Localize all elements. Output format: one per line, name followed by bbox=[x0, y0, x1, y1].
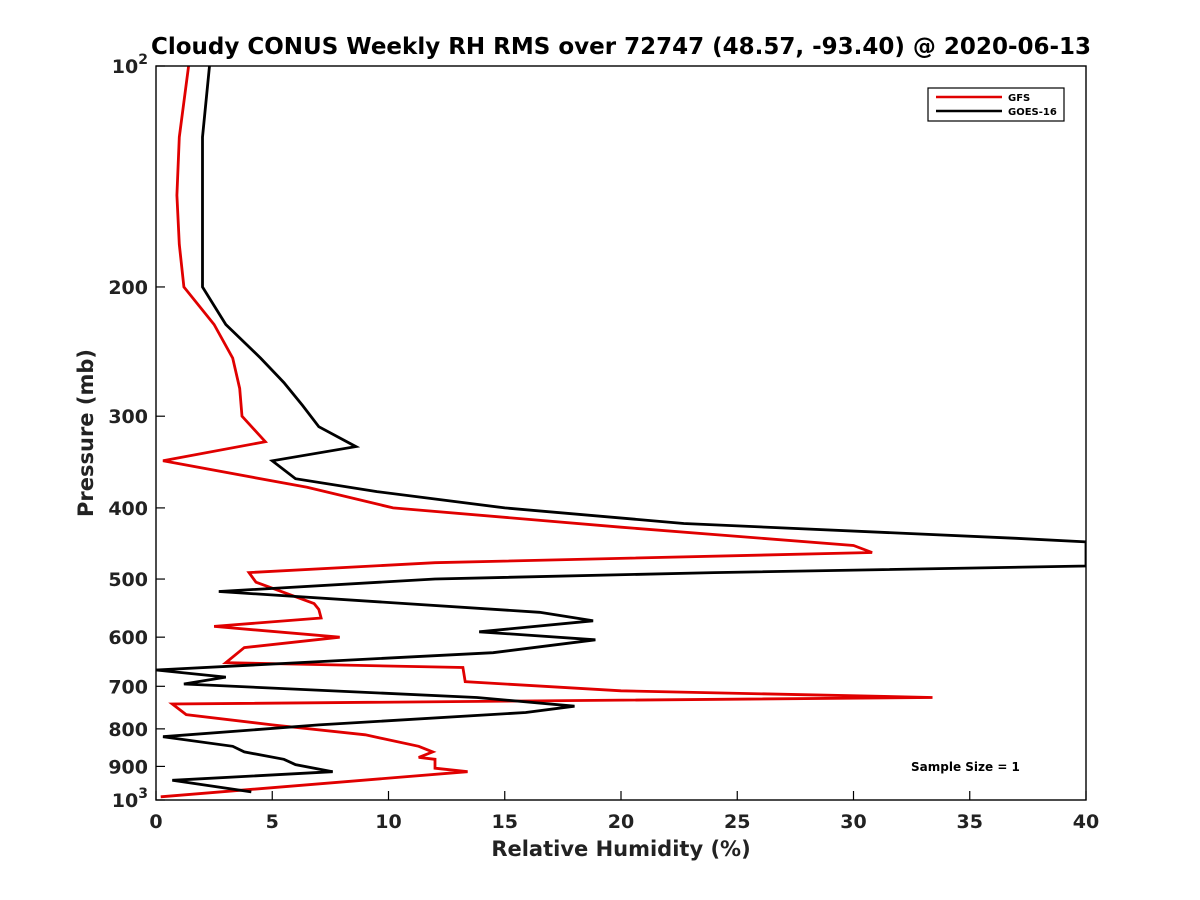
y-tick-label: 500 bbox=[108, 569, 148, 591]
x-tick-label: 20 bbox=[608, 811, 634, 833]
x-tick-label: 5 bbox=[266, 811, 279, 833]
x-tick-label: 30 bbox=[840, 811, 866, 833]
legend-label: GFS bbox=[1008, 93, 1030, 104]
y-axis-label: Pressure (mb) bbox=[74, 349, 98, 517]
y-tick-label: 300 bbox=[108, 406, 148, 428]
series-line-goes-16 bbox=[156, 66, 1086, 794]
y-tick-label: 900 bbox=[108, 756, 148, 778]
x-tick-label: 40 bbox=[1073, 811, 1099, 833]
legend-label: GOES-16 bbox=[1008, 107, 1057, 118]
x-tick-label: 35 bbox=[957, 811, 983, 833]
y-tick-label-base: 10 bbox=[112, 56, 138, 78]
x-axis: 0 5 10 15 20 25 30 35 40 bbox=[149, 791, 1099, 833]
x-axis-label: Relative Humidity (%) bbox=[491, 837, 750, 861]
sample-size-annotation: Sample Size = 1 bbox=[911, 760, 1020, 774]
y-tick-label: 400 bbox=[108, 498, 148, 520]
y-tick-label: 800 bbox=[108, 719, 148, 741]
plot-frame bbox=[155, 65, 1087, 801]
chart-title: Cloudy CONUS Weekly RH RMS over 72747 (4… bbox=[151, 34, 1091, 60]
y-tick-label-exponent: 3 bbox=[138, 786, 148, 802]
x-tick-label: 10 bbox=[375, 811, 401, 833]
y-tick-label: 102 bbox=[112, 52, 148, 78]
y-tick-label-exponent: 2 bbox=[138, 52, 148, 68]
legend: GFS GOES-16 bbox=[927, 87, 1065, 122]
x-tick-label: 0 bbox=[149, 811, 162, 833]
y-tick-label: 600 bbox=[108, 627, 148, 649]
series-line-gfs bbox=[160, 66, 933, 799]
legend-box bbox=[927, 87, 1065, 122]
x-tick-label: 15 bbox=[492, 811, 518, 833]
series-layer bbox=[156, 66, 1086, 799]
y-tick-label-base: 10 bbox=[112, 790, 138, 812]
y-tick-label: 200 bbox=[108, 277, 148, 299]
y-tick-label: 103 bbox=[112, 786, 148, 812]
y-tick-label: 700 bbox=[108, 676, 148, 698]
x-tick-label: 25 bbox=[724, 811, 750, 833]
